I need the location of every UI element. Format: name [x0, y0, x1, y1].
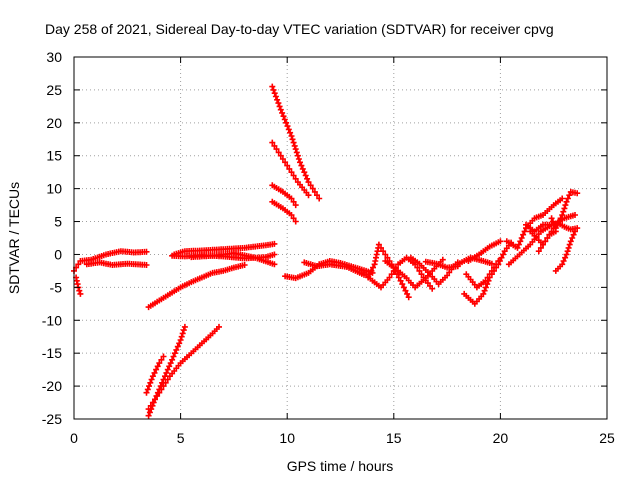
data-marks — [143, 353, 167, 396]
grid — [74, 57, 607, 419]
series-track-21 — [422, 258, 461, 271]
data-marks — [188, 250, 278, 268]
x-tick-label: 5 — [177, 430, 185, 446]
series-track-17 — [365, 241, 412, 301]
data-series — [71, 83, 581, 419]
series-track-13 — [269, 182, 299, 209]
series-track-4 — [145, 262, 248, 311]
y-tick-label: 5 — [54, 214, 62, 230]
data-marks — [73, 274, 84, 297]
series-track-1 — [71, 248, 150, 274]
data-marks — [145, 323, 188, 419]
x-tick-label: 0 — [70, 430, 78, 446]
y-tick-label: -15 — [42, 345, 62, 361]
data-marks — [454, 254, 495, 268]
y-tick-label: 10 — [46, 181, 62, 197]
x-tick-label: 15 — [386, 430, 402, 446]
series-track-23 — [463, 258, 502, 291]
y-tick-label: 15 — [46, 148, 62, 164]
x-axis-label: GPS time / hours — [287, 458, 394, 474]
y-tick-label: -5 — [50, 279, 63, 295]
chart-title: Day 258 of 2021, Sidereal Day-to-day VTE… — [45, 21, 554, 37]
data-marks — [548, 188, 581, 232]
x-tick-label: 10 — [279, 430, 295, 446]
series-track-6 — [145, 323, 188, 419]
plot-frame — [73, 56, 608, 420]
data-marks — [269, 83, 323, 202]
y-tick-label: -25 — [42, 411, 62, 427]
data-marks — [83, 259, 150, 268]
y-tick-label: 0 — [54, 246, 62, 262]
series-track-3 — [83, 259, 150, 268]
data-marks — [269, 139, 312, 199]
y-tick-label: -10 — [42, 312, 62, 328]
y-tick-label: 30 — [46, 49, 62, 65]
y-tick-labels: -25 -20 -15 -10 -5 0 5 10 15 20 25 30 — [42, 49, 62, 427]
data-marks — [71, 248, 150, 274]
x-tick-label: 20 — [493, 430, 509, 446]
data-marks — [422, 258, 461, 271]
data-marks — [145, 262, 248, 311]
axis-ticks — [73, 56, 608, 420]
data-marks — [269, 198, 299, 225]
series-track-14 — [269, 198, 299, 225]
data-marks — [365, 241, 412, 301]
x-tick-label: 25 — [599, 430, 615, 446]
series-track-10 — [188, 250, 278, 268]
series-track-31 — [552, 228, 578, 274]
series-track-32 — [548, 188, 581, 232]
series-track-7 — [143, 353, 167, 396]
series-track-12 — [269, 139, 312, 199]
y-tick-label: -20 — [42, 378, 62, 394]
series-track-16 — [301, 259, 367, 278]
series-track-11 — [269, 83, 323, 202]
y-axis-label: SDTVAR / TECUs — [6, 182, 22, 294]
y-tick-label: 25 — [46, 82, 62, 98]
data-marks — [301, 259, 367, 278]
data-marks — [463, 258, 502, 291]
series-track-2 — [73, 274, 84, 297]
data-marks — [552, 228, 578, 274]
x-tick-labels: 0 5 10 15 20 25 — [70, 430, 615, 446]
series-track-25 — [454, 254, 495, 268]
y-tick-label: 20 — [46, 115, 62, 131]
data-marks — [269, 182, 299, 209]
